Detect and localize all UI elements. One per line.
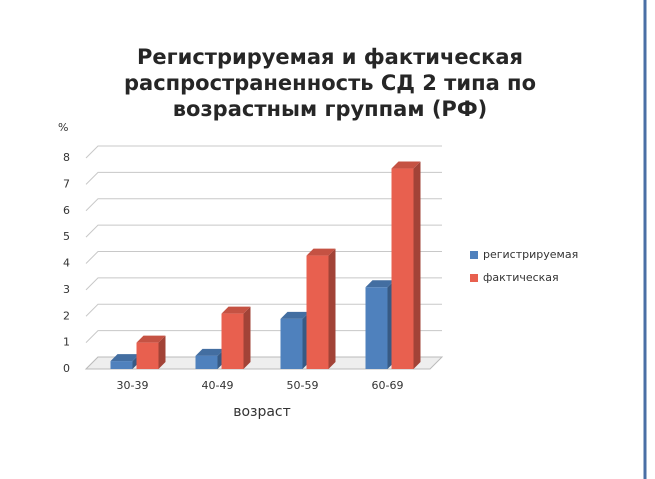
bar-front: [365, 287, 388, 369]
bar: [136, 335, 166, 369]
bar-front: [221, 313, 244, 369]
x-tick-label: 60-69: [372, 379, 404, 392]
bar-front: [110, 361, 133, 369]
bar-front: [391, 168, 414, 369]
bar-front: [280, 318, 303, 369]
y-tick-label: 5: [63, 230, 70, 243]
x-tick-label: 50-59: [287, 379, 319, 392]
bar: [280, 311, 310, 369]
bar: [365, 280, 395, 369]
x-tick-label: 30-39: [117, 379, 149, 392]
bar: [221, 306, 251, 369]
bar-top: [221, 306, 251, 314]
bar-top: [365, 280, 395, 288]
y-tick-label: 7: [63, 177, 70, 190]
x-axis-label: возраст: [233, 404, 291, 420]
grid-line: [85, 224, 442, 238]
y-tick-label: 6: [63, 204, 70, 217]
grid-line: [85, 171, 442, 185]
bar-top: [280, 311, 310, 319]
y-tick-label: 0: [63, 362, 70, 375]
bar-top: [195, 348, 225, 356]
legend-label: регистрируемая: [483, 248, 578, 261]
bar-top: [136, 335, 166, 343]
bar-side: [243, 306, 251, 369]
grid-line: [85, 251, 442, 264]
bar: [306, 248, 336, 369]
bar-side: [328, 248, 336, 369]
y-tick-label: 1: [63, 336, 70, 349]
bar-top: [391, 161, 421, 169]
y-tick-label: 8: [63, 151, 70, 164]
bar-side: [158, 335, 166, 369]
chart-title: Регистрируемая и фактическая распростран…: [123, 45, 536, 121]
y-tick-label: 2: [63, 309, 70, 322]
bar-top: [306, 248, 336, 256]
x-tick-label: 40-49: [202, 379, 234, 392]
bar: [195, 348, 225, 369]
legend-swatch: [470, 251, 478, 259]
y-axis-label: %: [58, 121, 68, 134]
legend-label: фактическая: [483, 271, 559, 284]
bar-front: [136, 342, 159, 369]
bar: [391, 161, 421, 369]
bar-front: [306, 255, 329, 369]
bar-side: [413, 161, 421, 369]
legend-swatch: [470, 274, 478, 282]
bar-front: [195, 355, 218, 369]
bar-top: [110, 354, 140, 362]
grid-line: [85, 198, 442, 212]
grid-line: [85, 145, 442, 159]
y-tick-label: 3: [63, 283, 70, 296]
y-tick-label: 4: [63, 257, 70, 270]
